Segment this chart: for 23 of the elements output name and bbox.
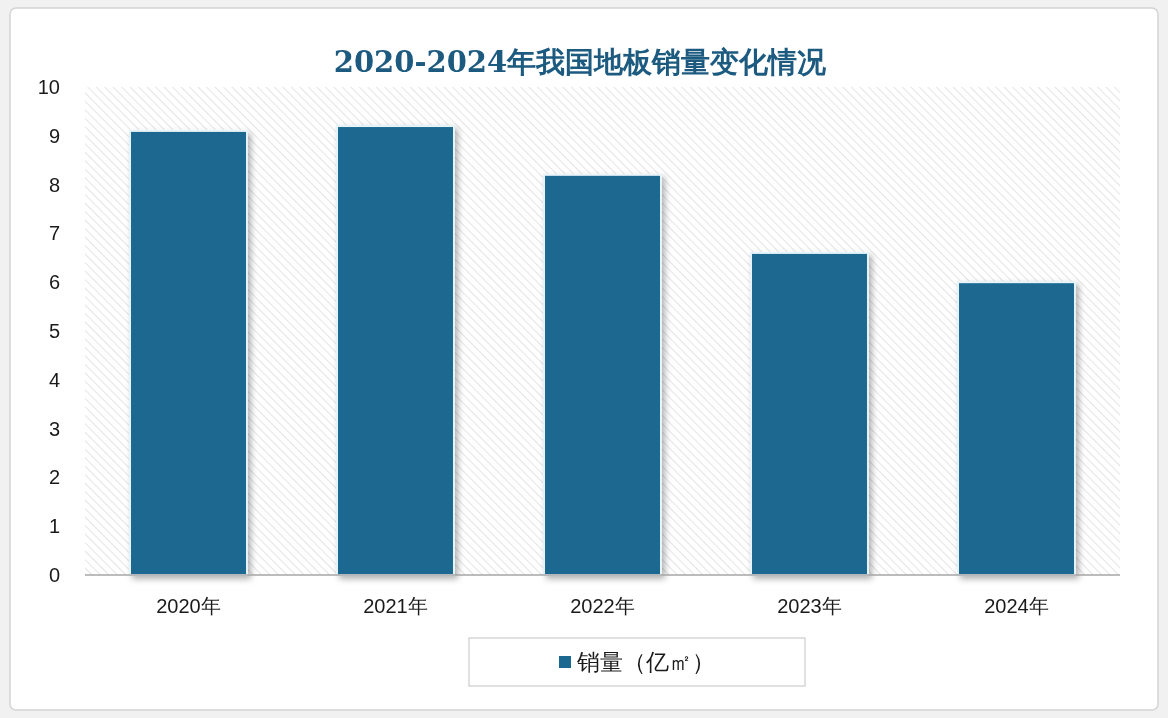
x-tick-label: 2024年 bbox=[984, 595, 1049, 617]
y-tick-label: 5 bbox=[48, 320, 60, 342]
y-tick-label: 9 bbox=[48, 124, 60, 147]
y-tick-label: 1 bbox=[48, 515, 60, 538]
chart-title: 2020-2024年我国地板销量变化情况 bbox=[333, 45, 828, 79]
bar bbox=[543, 173, 662, 576]
legend: 销量（亿㎡） bbox=[468, 637, 806, 687]
x-tick-label: 2020年 bbox=[156, 595, 221, 617]
x-tick-label: 2022年 bbox=[570, 595, 635, 617]
y-tick-label: 10 bbox=[37, 76, 60, 98]
y-tick-label: 4 bbox=[48, 368, 60, 391]
y-tick-label: 6 bbox=[48, 271, 60, 294]
y-tick-label: 3 bbox=[48, 417, 60, 440]
y-tick-label: 2 bbox=[48, 466, 60, 489]
y-tick-label: 0 bbox=[48, 564, 60, 586]
bar bbox=[336, 125, 455, 576]
bar bbox=[750, 251, 869, 576]
y-tick-label: 8 bbox=[48, 173, 60, 196]
bar bbox=[957, 281, 1076, 576]
x-tick-label: 2021年 bbox=[363, 595, 428, 617]
y-tick-label: 7 bbox=[48, 222, 60, 245]
x-tick-label: 2023年 bbox=[777, 595, 842, 617]
bar bbox=[129, 129, 248, 576]
